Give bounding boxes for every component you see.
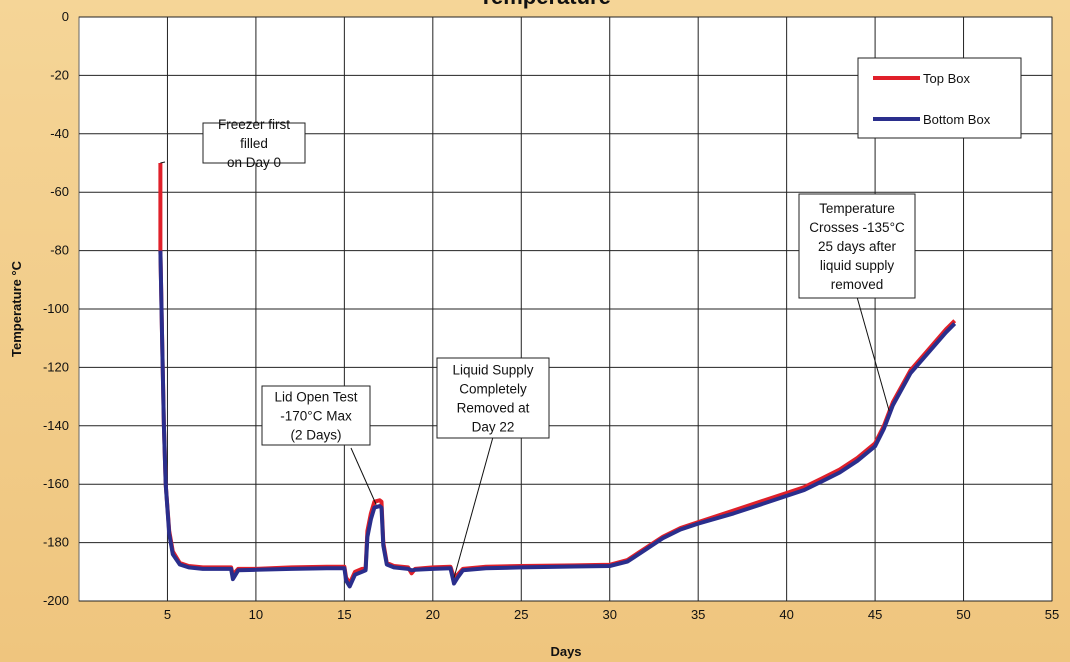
x-tick-label: 10	[249, 607, 263, 622]
annotation-text: -170°C Max	[280, 409, 352, 424]
x-tick-label: 30	[602, 607, 616, 622]
annotation-1: Freezer first filled on Day 0	[160, 117, 306, 170]
annotation-text: Removed at	[457, 401, 530, 416]
annotation-text: Crosses -135°C	[809, 220, 905, 235]
y-tick-label: -80	[50, 243, 69, 258]
y-axis-ticks: 0 -20 -40 -60 -80 -100 -120 -140 -160 -180 -200	[43, 9, 69, 608]
y-tick-label: -160	[43, 476, 69, 491]
x-tick-label: 50	[956, 607, 970, 622]
y-tick-label: -20	[50, 67, 69, 82]
x-tick-label: 40	[779, 607, 793, 622]
annotation-box	[436, 357, 550, 439]
annotation-text: removed	[831, 277, 884, 292]
x-tick-label: 20	[426, 607, 440, 622]
annotations: Freezer first filled on Day 0 Lid Open Test…	[160, 117, 916, 578]
annotation-text: Day 22	[472, 420, 515, 435]
annotation-box	[798, 193, 916, 299]
x-axis-ticks: 5 10 15 20 25 30 35 40 45 50 55	[164, 607, 1059, 622]
annotation-text: (2 Days)	[290, 428, 341, 443]
annotation-text: Freezer first	[218, 117, 290, 132]
annotation-leader	[453, 436, 494, 578]
y-tick-label: -40	[50, 126, 69, 141]
x-tick-label: 45	[868, 607, 882, 622]
annotation-box	[261, 385, 371, 446]
y-tick-label: -120	[43, 359, 69, 374]
annotation-3: Liquid Supply Completely Removed at Day 22	[436, 357, 550, 578]
x-tick-label: 25	[514, 607, 528, 622]
y-tick-label: -140	[43, 418, 69, 433]
y-tick-label: -60	[50, 184, 69, 199]
series-line-bottom-box	[158, 250, 957, 589]
legend-label: Top Box	[923, 71, 970, 86]
x-axis-label: Days	[550, 644, 581, 659]
chart-title: Temperature	[479, 0, 611, 9]
annotation-text: Temperature	[819, 201, 895, 216]
x-tick-label: 35	[691, 607, 705, 622]
legend: Top Box Bottom Box	[857, 57, 1022, 139]
legend-label: Bottom Box	[923, 112, 991, 127]
annotation-text: 25 days after	[818, 239, 897, 254]
annotation-leader	[350, 447, 377, 505]
annotation-text: filled	[240, 136, 268, 151]
y-tick-label: 0	[62, 9, 69, 24]
y-tick-label: -200	[43, 593, 69, 608]
annotation-text: Completely	[459, 382, 527, 397]
annotation-text: on Day 0	[227, 155, 281, 170]
annotation-leader	[856, 296, 890, 412]
x-tick-label: 55	[1045, 607, 1059, 622]
annotation-text: liquid supply	[820, 258, 895, 273]
annotation-2: Lid Open Test -170°C Max (2 Days)	[261, 385, 377, 505]
annotation-text: Lid Open Test	[274, 390, 357, 405]
x-tick-label: 5	[164, 607, 171, 622]
y-axis-label: Temperature °C	[9, 260, 24, 357]
annotation-4: Temperature Crosses -135°C 25 days after li…	[798, 193, 916, 412]
y-tick-label: -180	[43, 535, 69, 550]
annotation-leader	[160, 161, 166, 164]
series-lines	[158, 163, 957, 589]
x-tick-label: 15	[337, 607, 351, 622]
annotation-box	[202, 122, 306, 164]
legend-box	[857, 57, 1022, 139]
y-tick-label: -100	[43, 301, 69, 316]
annotation-text: Liquid Supply	[452, 363, 533, 378]
